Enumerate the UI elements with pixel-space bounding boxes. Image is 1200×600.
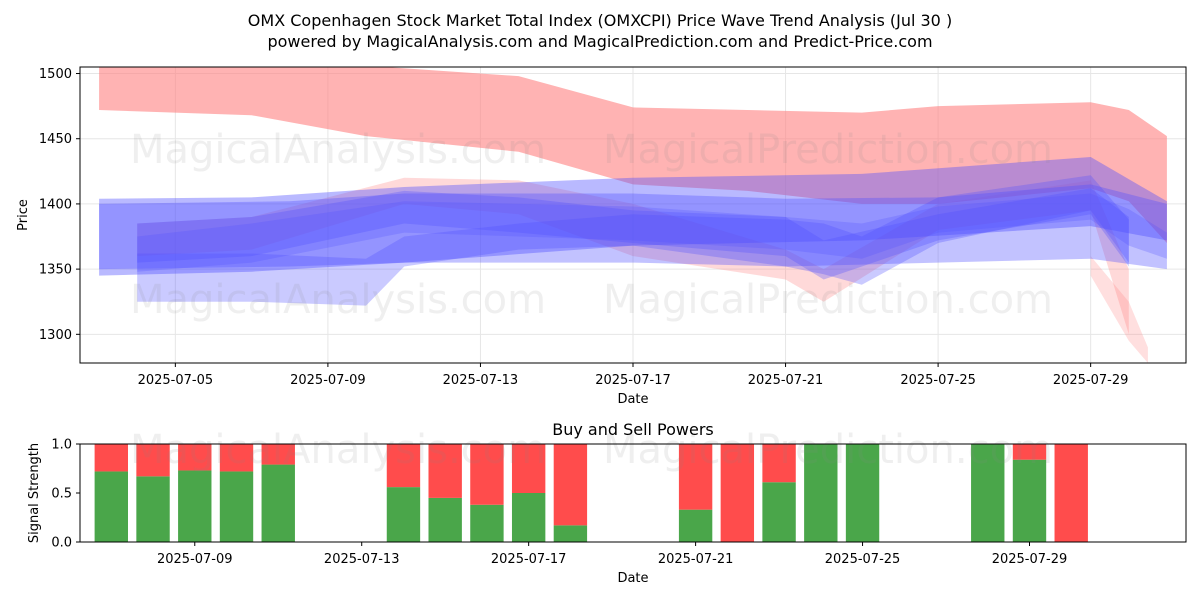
x-axis-label: Date <box>617 392 648 407</box>
buy-bar <box>804 444 838 542</box>
x-tick-label: 2025-07-21 <box>748 373 824 388</box>
sell-bar <box>261 444 295 465</box>
buy-bar <box>845 444 880 542</box>
price-band-blue <box>137 175 1129 306</box>
x-tick-label: 2025-07-09 <box>157 552 233 567</box>
buy-bar <box>219 471 254 542</box>
x-tick-label: 2025-07-29 <box>1053 373 1129 388</box>
bar-chart-title: Buy and Sell Powers <box>552 420 714 439</box>
x-tick-label: 2025-07-09 <box>290 373 366 388</box>
x-tick-label: 2025-07-13 <box>324 552 400 567</box>
sell-bar <box>136 444 170 477</box>
sell-bar <box>94 444 128 472</box>
sell-bar <box>1012 444 1047 460</box>
x-tick-label: 2025-07-13 <box>443 373 519 388</box>
sell-bar <box>720 444 755 542</box>
watermark-text: MagicalPrediction.com <box>603 277 1053 323</box>
x-tick-label: 2025-07-21 <box>658 552 734 567</box>
price-band-blue <box>137 193 1167 272</box>
x-tick-label: 2025-07-17 <box>491 552 567 567</box>
x-tick-label: 2025-07-05 <box>138 373 214 388</box>
watermark-text: MagicalPrediction.com <box>603 427 1053 473</box>
y-tick-label: 1450 <box>39 132 72 147</box>
sell-bar <box>178 444 212 471</box>
buy-bar <box>428 497 462 542</box>
sell-bar <box>219 444 254 472</box>
buy-bar <box>94 471 128 542</box>
y-axis-label: Price <box>16 199 31 231</box>
watermark-text: MagicalPrediction.com <box>603 127 1053 173</box>
buy-bar <box>511 493 546 542</box>
buy-bar <box>678 509 713 542</box>
sell-bar <box>553 444 588 526</box>
y-tick-label: 1500 <box>39 67 72 82</box>
price-band-red <box>137 177 1129 335</box>
price-band-red <box>1090 256 1148 363</box>
sell-bar <box>511 444 546 493</box>
price-band-red <box>99 67 1167 243</box>
sell-bar <box>1054 444 1088 542</box>
buy-bar <box>971 444 1005 542</box>
y-tick-label: 1300 <box>39 328 72 343</box>
x-tick-label: 2025-07-17 <box>595 373 671 388</box>
y-tick-label: 1400 <box>39 197 72 212</box>
chart-title: OMX Copenhagen Stock Market Total Index … <box>248 11 952 30</box>
x-tick-label: 2025-07-29 <box>992 552 1068 567</box>
sell-bar <box>470 444 504 505</box>
x-axis-label: Date <box>617 571 648 586</box>
y-axis-label: Signal Strength <box>27 443 42 543</box>
y-tick-label: 0.0 <box>51 536 72 551</box>
buy-sell-panel: MagicalAnalysis.com MagicalPrediction.com… <box>27 420 1187 586</box>
price-band-blue <box>137 188 1129 280</box>
x-tick-label: 2025-07-25 <box>825 552 901 567</box>
sell-bar <box>428 444 462 498</box>
y-tick-label: 1350 <box>39 263 72 278</box>
sell-bar <box>762 444 796 483</box>
price-band-blue <box>99 184 1167 270</box>
buy-bar <box>136 476 170 542</box>
buy-bar <box>553 525 588 542</box>
price-wave-panel: MagicalAnalysis.com MagicalPrediction.com… <box>16 66 1187 407</box>
price-bands <box>99 67 1167 363</box>
buy-bar <box>261 464 295 542</box>
x-tick-label: 2025-07-25 <box>900 373 976 388</box>
y-tick-label: 1.0 <box>51 438 72 453</box>
buy-bar <box>470 504 504 542</box>
price-band-blue <box>99 157 1167 276</box>
watermark-text: MagicalAnalysis.com <box>130 277 546 323</box>
chart-subtitle: powered by MagicalAnalysis.com and Magic… <box>267 32 932 51</box>
watermark-text: MagicalAnalysis.com <box>130 127 546 173</box>
y-tick-label: 0.5 <box>51 487 72 502</box>
buy-bar <box>762 482 796 542</box>
buy-bar <box>386 487 421 542</box>
buy-bar <box>1012 459 1047 542</box>
watermark-text: MagicalAnalysis.com <box>130 427 546 473</box>
sell-bar <box>386 444 421 488</box>
sell-bar <box>678 444 713 510</box>
buy-bar <box>178 470 212 542</box>
